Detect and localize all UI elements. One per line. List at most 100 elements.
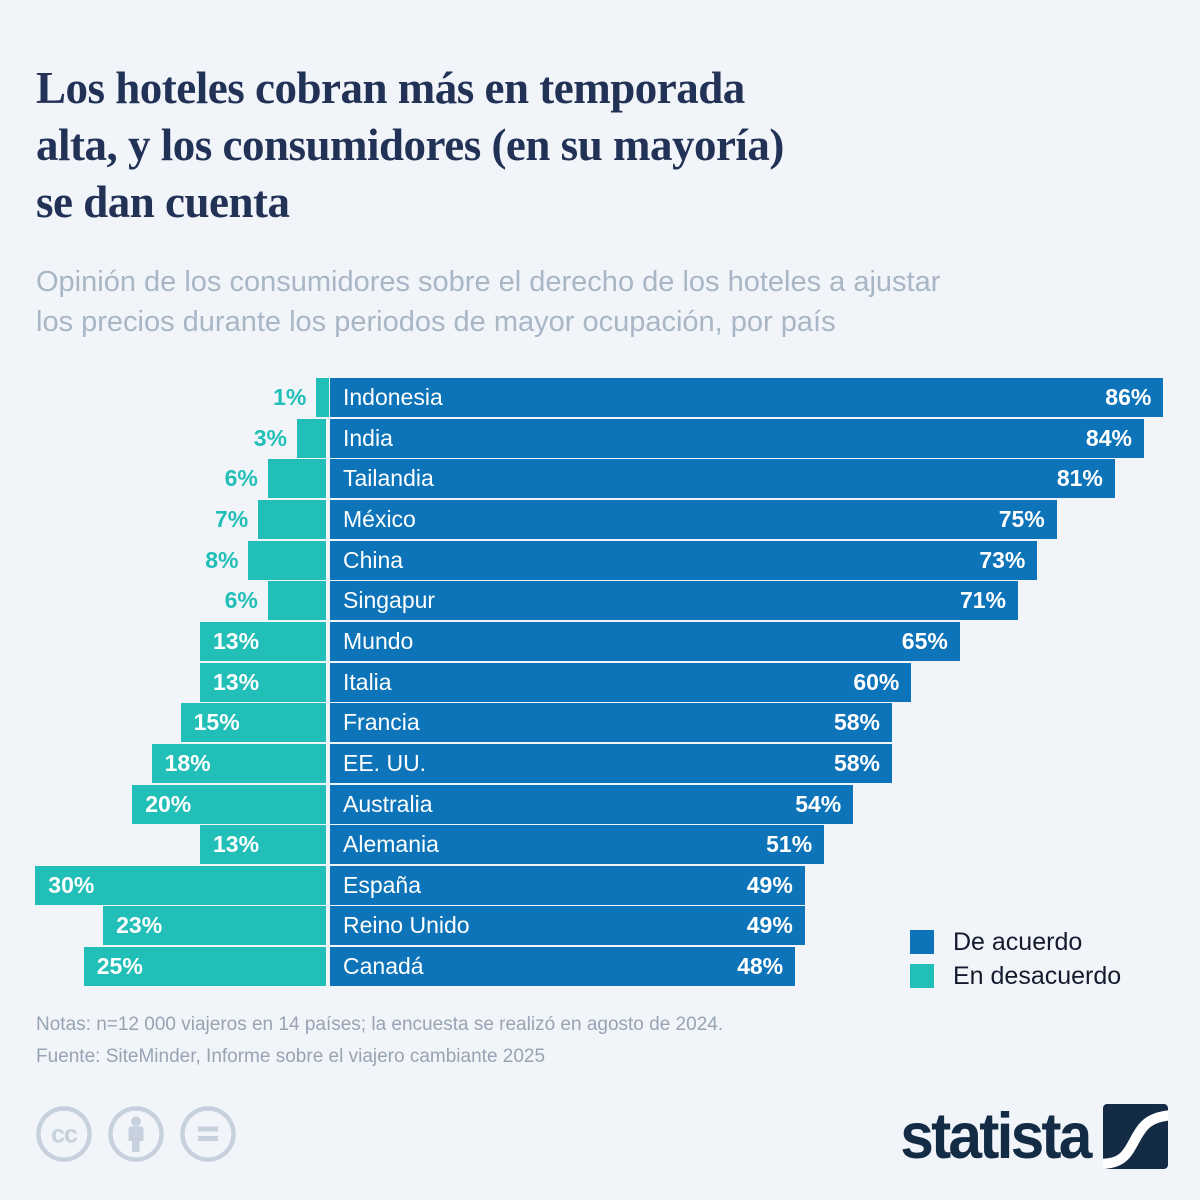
- bar-row: 23% Reino Unido 49%: [0, 906, 1200, 946]
- agree-bar: Italia 60%: [330, 662, 912, 702]
- chart-notes: Notas: n=12 000 viajeros en 14 países; l…: [36, 1014, 724, 1035]
- bar-row: 7% México 75%: [0, 499, 1200, 539]
- agree-value-label: 58%: [833, 749, 881, 776]
- agree-bar: EE. UU. 58%: [330, 743, 893, 783]
- disagree-bar: 15%: [180, 703, 326, 743]
- bar-row: 6% Tailandia 81%: [0, 459, 1200, 499]
- agree-value-label: 81%: [1056, 465, 1103, 492]
- subtitle-line: Opinión de los consumidores sobre el der…: [36, 266, 941, 298]
- disagree-value-label: 1%: [273, 384, 307, 410]
- disagree-value-label: 20%: [145, 790, 192, 817]
- category-label: Canadá: [343, 953, 424, 980]
- disagree-value-label: 13%: [213, 627, 260, 654]
- disagree-value-label: 15%: [193, 709, 240, 736]
- disagree-bar: 23%: [103, 906, 326, 946]
- agree-bar: Indonesia 86%: [330, 378, 1164, 417]
- disagree-bar: 13%: [200, 825, 326, 865]
- category-label: China: [343, 546, 404, 573]
- legend-swatch: [910, 930, 934, 954]
- disagree-value-label: 25%: [96, 953, 143, 980]
- bar-row: 25% Canadá 48%: [0, 947, 1200, 987]
- bar-row: 1% Indonesia 86%: [0, 378, 1200, 417]
- legend-item: De acuerdo: [910, 925, 1121, 959]
- agree-value-label: 54%: [795, 790, 842, 817]
- category-label: Italia: [343, 668, 392, 695]
- cc-icon[interactable]: cc: [35, 1105, 93, 1168]
- disagree-bar: 20%: [132, 784, 326, 824]
- chart-legend: De acuerdo En desacuerdo: [910, 925, 1121, 993]
- disagree-bar: 25%: [83, 947, 326, 987]
- title-line: alta, y los consumidores (en su mayoría): [36, 120, 784, 170]
- bar-row: 6% Singapur 71%: [0, 581, 1200, 621]
- bar-row: 13% Mundo 65%: [0, 621, 1200, 661]
- disagree-bar: [267, 459, 326, 499]
- agree-value-label: 49%: [746, 871, 793, 898]
- category-label: Australia: [343, 790, 433, 817]
- bar-row: 18% EE. UU. 58%: [0, 743, 1200, 783]
- category-label: India: [343, 424, 393, 451]
- disagree-bar: [316, 378, 330, 417]
- legend-item: En desacuerdo: [910, 959, 1121, 993]
- agree-bar: Canadá 48%: [330, 947, 796, 987]
- bar-chart: 1% Indonesia 86% 3% India 84% 6% Tailandia 81% 7%…: [0, 378, 1200, 990]
- agree-bar: Mundo 65%: [330, 621, 960, 661]
- license-icons: cc: [35, 1105, 237, 1168]
- bar-row: 30% España 49%: [0, 865, 1200, 905]
- category-label: Tailandia: [343, 465, 434, 492]
- agree-value-label: 75%: [998, 505, 1045, 532]
- bar-row: 15% Francia 58%: [0, 703, 1200, 743]
- chart-subtitle: Opinión de los consumidores sobre el der…: [36, 262, 1166, 342]
- disagree-value-label: 8%: [205, 546, 239, 573]
- attribution-icon[interactable]: [107, 1105, 165, 1168]
- category-label: EE. UU.: [343, 749, 427, 776]
- equal-license-icon[interactable]: [179, 1105, 237, 1168]
- bar-row: 20% Australia 54%: [0, 784, 1200, 824]
- agree-bar: Singapur 71%: [330, 581, 1018, 621]
- disagree-bar: 30%: [35, 865, 326, 905]
- title-line: Los hoteles cobran más en temporada: [36, 63, 745, 113]
- agree-value-label: 86%: [1105, 384, 1152, 410]
- disagree-value-label: 7%: [214, 505, 249, 532]
- agree-bar: México 75%: [330, 499, 1057, 539]
- agree-bar: España 49%: [330, 865, 805, 905]
- bar-row: 8% China 73%: [0, 540, 1200, 580]
- disagree-value-label: 13%: [213, 668, 260, 695]
- agree-value-label: 60%: [853, 668, 900, 695]
- agree-bar: Reino Unido 49%: [330, 906, 805, 946]
- disagree-value-label: 6%: [224, 587, 258, 614]
- disagree-bar: [296, 418, 326, 458]
- page-title: Los hoteles cobran más en temporada alta…: [36, 60, 1096, 231]
- disagree-bar: 13%: [200, 621, 326, 661]
- disagree-bar: [267, 581, 326, 621]
- disagree-value-label: 3%: [253, 424, 287, 451]
- category-label: Reino Unido: [343, 912, 470, 939]
- category-label: México: [343, 505, 416, 532]
- agree-value-label: 71%: [959, 587, 1006, 614]
- disagree-bar: 18%: [151, 743, 326, 783]
- statista-wordmark[interactable]: statista: [900, 1099, 1093, 1172]
- subtitle-line: los precios durante los periodos de mayo…: [36, 306, 836, 338]
- disagree-value-label: 18%: [164, 749, 211, 776]
- disagree-value-label: 30%: [48, 871, 95, 898]
- bar-row: 13% Italia 60%: [0, 662, 1200, 702]
- disagree-value-label: 13%: [213, 831, 260, 858]
- agree-value-label: 73%: [979, 546, 1026, 573]
- agree-bar: Tailandia 81%: [330, 459, 1115, 499]
- category-label: Mundo: [343, 627, 414, 654]
- chart-source: Fuente: SiteMinder, Informe sobre el via…: [36, 1046, 546, 1067]
- svg-text:cc: cc: [51, 1121, 78, 1149]
- bar-row: 13% Alemania 51%: [0, 825, 1200, 865]
- statista-logo-icon[interactable]: [1099, 1104, 1172, 1169]
- agree-bar: India 84%: [330, 418, 1144, 458]
- title-line: se dan cuenta: [36, 177, 290, 227]
- agree-bar: Francia 58%: [330, 703, 893, 743]
- legend-swatch: [910, 964, 934, 988]
- disagree-value-label: 23%: [116, 912, 163, 939]
- disagree-bar: [258, 499, 326, 539]
- category-label: Singapur: [343, 587, 436, 614]
- legend-label: De acuerdo: [953, 927, 1083, 956]
- agree-value-label: 48%: [737, 953, 784, 980]
- disagree-value-label: 6%: [224, 465, 258, 492]
- category-label: España: [343, 871, 422, 898]
